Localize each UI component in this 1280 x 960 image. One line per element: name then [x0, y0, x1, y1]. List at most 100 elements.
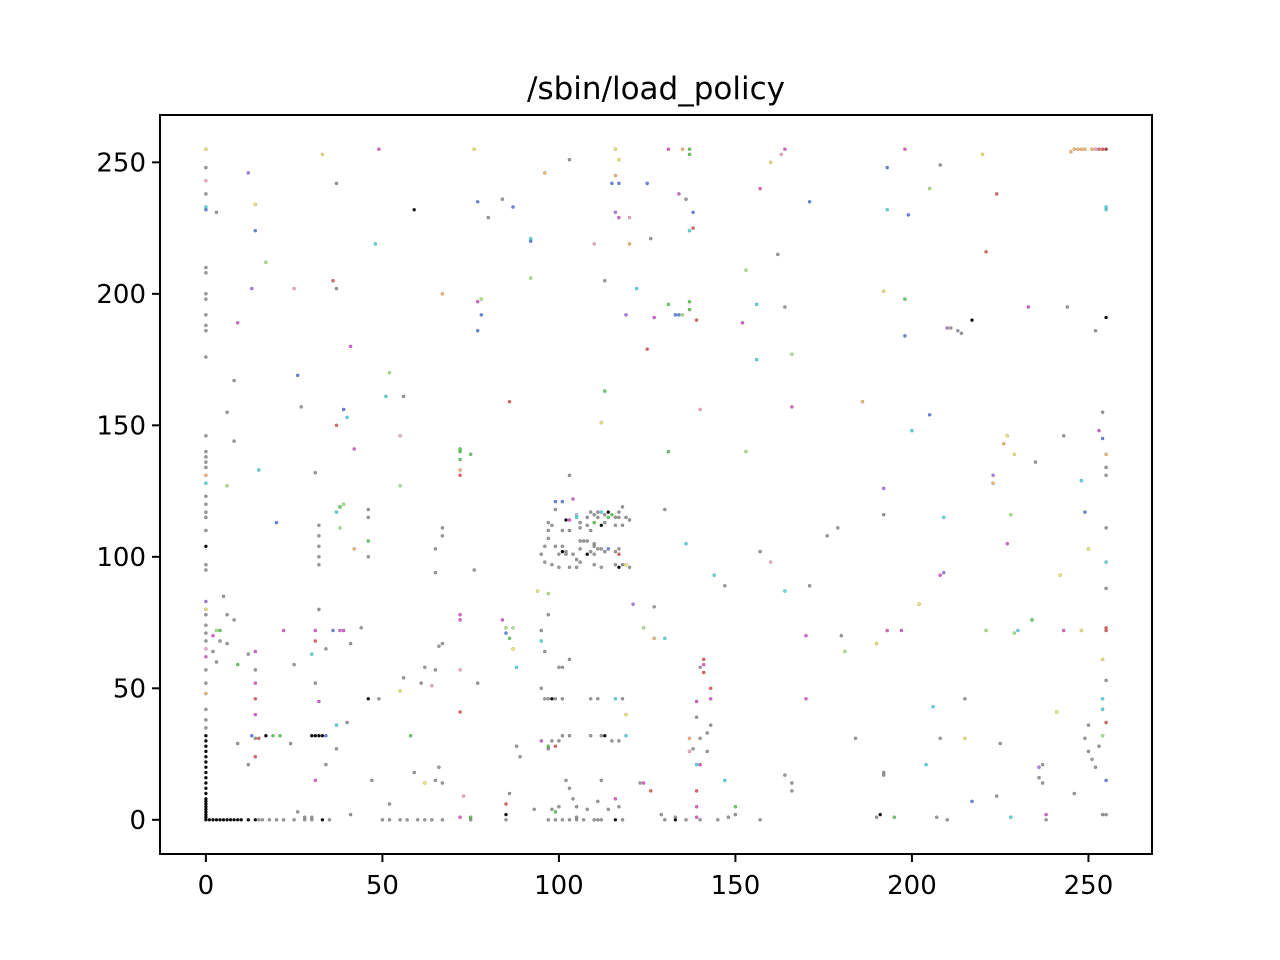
data-point [903, 147, 907, 151]
data-point [235, 741, 240, 746]
x-tick-label: 100 [534, 871, 584, 901]
data-point [204, 599, 208, 604]
data-point [221, 594, 226, 599]
data-point [514, 665, 519, 670]
data-point [553, 499, 558, 504]
data-point [401, 676, 406, 680]
data-point [567, 518, 572, 522]
data-point [1100, 812, 1105, 817]
data-point [204, 449, 208, 454]
data-point [214, 660, 219, 664]
data-point [504, 818, 508, 822]
data-point [204, 765, 208, 770]
data-point [959, 331, 964, 336]
data-point [458, 710, 462, 714]
data-point [574, 815, 579, 820]
data-point [440, 641, 445, 646]
data-point [204, 297, 208, 301]
data-point [528, 236, 533, 241]
data-point [204, 631, 208, 635]
data-point [440, 526, 445, 530]
data-point [588, 528, 593, 533]
data-point [253, 754, 258, 759]
data-point [783, 589, 787, 593]
data-point [486, 215, 491, 220]
data-point [461, 794, 466, 798]
data-point [768, 560, 773, 564]
data-point [599, 510, 604, 514]
data-point [980, 152, 985, 157]
data-point [352, 547, 357, 551]
data-point [588, 733, 593, 738]
data-point [578, 547, 582, 551]
data-point [271, 733, 275, 738]
data-point [422, 818, 427, 822]
data-point [564, 778, 568, 783]
x-axis: 0 50 100 150 200 250 [198, 854, 1113, 901]
data-point [613, 818, 618, 822]
data-point [253, 649, 258, 654]
data-point [384, 394, 388, 399]
data-point [691, 747, 695, 751]
y-tick-label: 50 [113, 674, 146, 704]
data-point [881, 486, 886, 491]
data-point [1100, 697, 1105, 701]
data-point [613, 549, 618, 554]
data-point [574, 515, 579, 520]
data-point [320, 733, 325, 738]
data-point [839, 633, 844, 638]
data-point [320, 152, 325, 157]
data-point [723, 778, 727, 783]
data-point [1097, 744, 1101, 749]
data-point [458, 612, 462, 617]
data-point [256, 736, 261, 741]
data-point [560, 549, 565, 554]
data-point [945, 818, 950, 822]
data-point [836, 526, 840, 530]
data-point [910, 428, 914, 433]
data-point [341, 502, 346, 507]
data-point [758, 186, 762, 191]
data-point [768, 160, 773, 165]
data-point [299, 405, 304, 409]
data-point [546, 528, 551, 533]
data-point [377, 147, 381, 151]
x-tick-label: 150 [711, 871, 761, 901]
data-point [1083, 736, 1087, 741]
data-point [204, 502, 208, 507]
data-point [211, 633, 215, 638]
data-point [708, 723, 713, 727]
data-point [249, 286, 254, 291]
data-point [472, 568, 477, 572]
data-point [1005, 541, 1010, 546]
data-point [723, 584, 727, 588]
data-point [1093, 147, 1098, 151]
data-point [204, 623, 208, 628]
data-point [744, 449, 748, 454]
data-point [479, 297, 484, 301]
data-point [292, 286, 296, 291]
data-point [507, 399, 512, 404]
data-point [917, 602, 921, 607]
data-point [592, 562, 597, 567]
data-point [779, 152, 784, 157]
data-point [606, 547, 611, 551]
data-point [204, 205, 208, 209]
data-point [225, 483, 229, 488]
data-point [627, 215, 632, 220]
data-point [334, 423, 339, 428]
data-point [691, 210, 695, 215]
data-point [684, 541, 688, 546]
data-point [885, 628, 890, 633]
data-point [1104, 778, 1108, 783]
data-point [843, 649, 847, 654]
data-point [338, 628, 342, 633]
data-point [645, 347, 650, 351]
data-point [694, 762, 699, 767]
data-point [588, 510, 593, 514]
data-point [698, 818, 702, 822]
data-point [292, 662, 296, 667]
data-point [204, 355, 208, 359]
data-point [881, 770, 886, 775]
data-point [546, 818, 551, 822]
